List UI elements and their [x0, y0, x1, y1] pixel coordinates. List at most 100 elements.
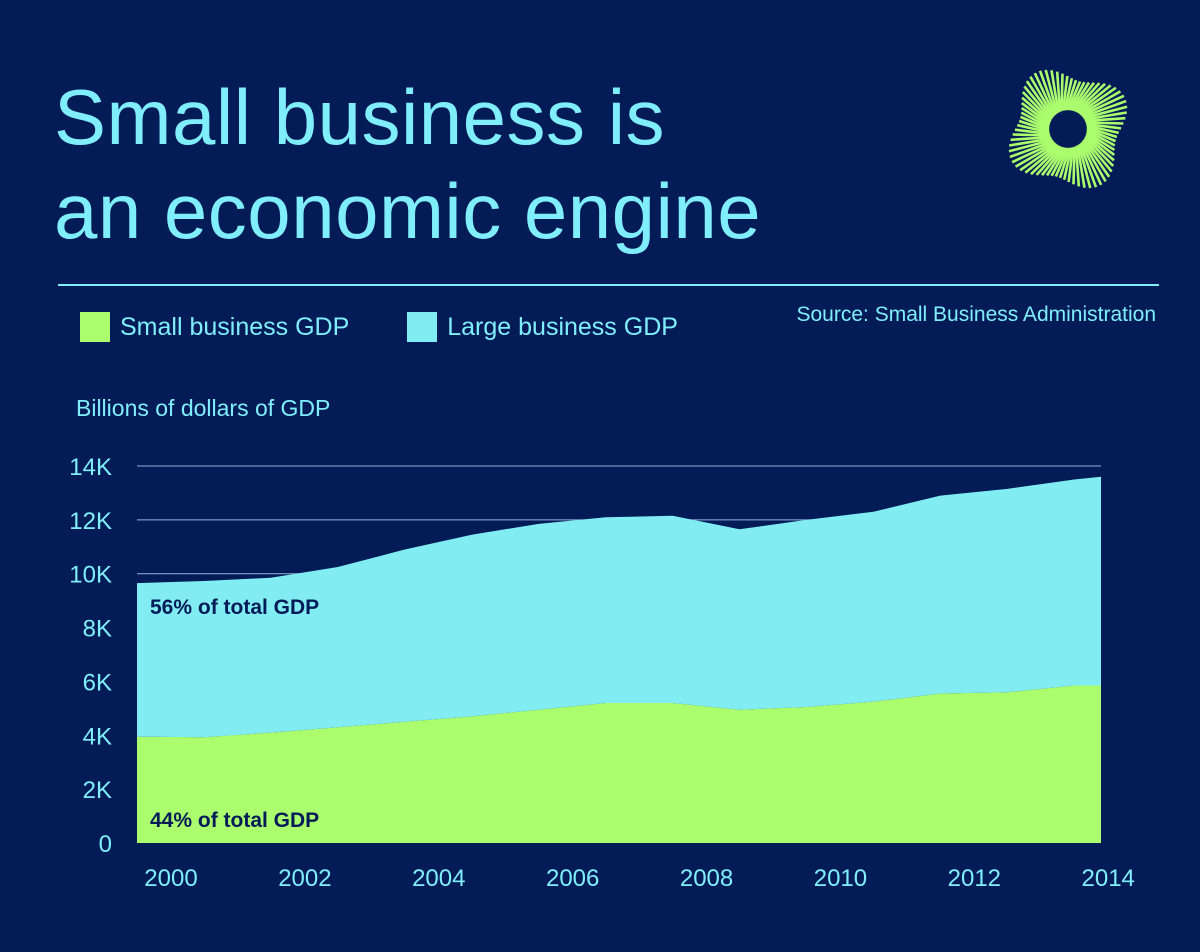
logo-ray: [1070, 81, 1091, 111]
logo-ray: [1074, 146, 1081, 187]
logo-ray: [1023, 85, 1053, 121]
legend-label-small-business: Small business GDP: [120, 312, 350, 341]
logo-ray: [1044, 69, 1059, 114]
logo-ray: [1083, 105, 1128, 120]
x-tick-label: 2004: [412, 865, 465, 892]
logo-ray: [1008, 138, 1053, 153]
logo-ray: [1063, 77, 1074, 111]
logo-ray: [1068, 81, 1086, 111]
y-tick-label: 6K: [83, 669, 112, 696]
annotation-large-business: 56% of total GDP: [150, 596, 319, 619]
starburst-logo-icon: [1008, 69, 1128, 189]
logo-ray: [1066, 80, 1082, 111]
y-tick-label: 2K: [83, 777, 112, 804]
y-tick-label: 14K: [69, 454, 112, 481]
logo-ray: [1077, 144, 1092, 189]
logo-ray: [1021, 96, 1052, 124]
logo-ray: [1080, 94, 1125, 117]
logo-ray: [1009, 139, 1054, 159]
logo-ray: [1072, 146, 1076, 185]
x-tick-label: 2002: [278, 865, 331, 892]
logo-ray: [1076, 84, 1112, 114]
logo-ray: [1060, 73, 1064, 112]
legend-swatch-large-business: [407, 312, 438, 342]
logo-ray: [1050, 70, 1060, 113]
logo-ray: [1021, 91, 1052, 122]
logo-ray: [1079, 90, 1122, 116]
logo-ray: [1071, 81, 1095, 112]
logo-ray: [1075, 82, 1106, 113]
logo-ray: [1086, 124, 1120, 135]
logo-ray: [1035, 145, 1063, 176]
area-series-small-business: [137, 685, 1101, 843]
y-tick-label: 12K: [69, 508, 112, 535]
logo-ray: [1073, 82, 1101, 113]
logo-ray: [1024, 144, 1060, 174]
logo-ray: [1083, 137, 1113, 173]
logo-ray: [1019, 115, 1050, 131]
x-tick-label: 2010: [814, 865, 867, 892]
x-tick-label: 2006: [546, 865, 599, 892]
logo-ray: [1054, 147, 1070, 178]
logo-ray: [1086, 126, 1118, 139]
logo-ray: [1055, 71, 1062, 112]
logo-ray: [1065, 79, 1078, 111]
chart-legend: Small business GDP Large business GDP: [80, 312, 736, 342]
logo-ray: [1084, 136, 1115, 167]
logo-ray: [1085, 132, 1116, 156]
logo-ray: [1010, 135, 1051, 142]
logo-ray: [1084, 111, 1127, 121]
logo-ray: [1082, 139, 1111, 178]
y-tick-label: 10K: [69, 562, 112, 589]
legend-swatch-small-business: [80, 312, 110, 342]
page-title: Small business is an economic engine: [54, 70, 761, 258]
logo-ray: [1045, 147, 1066, 177]
logo-ray: [1084, 134, 1115, 162]
legend-item-large-business: Large business GDP: [407, 312, 678, 342]
x-tick-label: 2014: [1082, 865, 1135, 892]
logo-ray: [1085, 121, 1124, 125]
y-tick-label: 4K: [83, 723, 112, 750]
x-tick-label: 2008: [680, 865, 733, 892]
logo-ray: [1081, 140, 1107, 183]
logo-ray: [1018, 119, 1050, 132]
y-tick-label: 8K: [83, 616, 112, 643]
title-divider: [58, 284, 1159, 286]
logo-center: [1053, 114, 1083, 144]
logo-ray: [1078, 86, 1117, 115]
logo-ray: [1014, 128, 1050, 136]
logo-ray: [1061, 75, 1069, 111]
logo-ray: [1011, 141, 1056, 164]
logo-ray: [1019, 143, 1058, 172]
logo-ray: [1029, 75, 1055, 118]
annotation-small-business: 44% of total GDP: [150, 809, 319, 832]
logo-ray: [1038, 70, 1058, 115]
source-note: Source: Small Business Administration: [796, 303, 1157, 326]
logo-ray: [1080, 141, 1103, 186]
title-line-2: an economic engine: [54, 167, 762, 255]
logo-ray: [1016, 123, 1050, 134]
logo-ray: [1058, 147, 1071, 179]
y-tick-label: 0: [99, 831, 112, 858]
logo-ray: [1020, 102, 1051, 126]
logo-ray: [1020, 111, 1050, 129]
logo-ray: [1067, 147, 1075, 183]
logo-ray: [1050, 147, 1068, 177]
logo-ray: [1086, 127, 1117, 143]
logo-ray: [1082, 99, 1127, 119]
y-axis-label: Billions of dollars of GDP: [76, 395, 330, 421]
logo-ray: [1086, 129, 1116, 147]
logo-ray: [1020, 106, 1050, 127]
legend-label-large-business: Large business GDP: [447, 312, 678, 341]
logo-ray: [1033, 72, 1056, 117]
logo-ray: [1014, 142, 1057, 168]
logo-ray: [1025, 80, 1054, 119]
x-tick-label: 2000: [144, 865, 197, 892]
logo-ray: [1012, 133, 1051, 137]
logo-ray: [1030, 145, 1061, 176]
logo-ray: [1086, 122, 1122, 130]
logo-ray: [1085, 116, 1126, 123]
logo-ray: [1009, 137, 1052, 147]
logo-ray: [1086, 131, 1116, 152]
